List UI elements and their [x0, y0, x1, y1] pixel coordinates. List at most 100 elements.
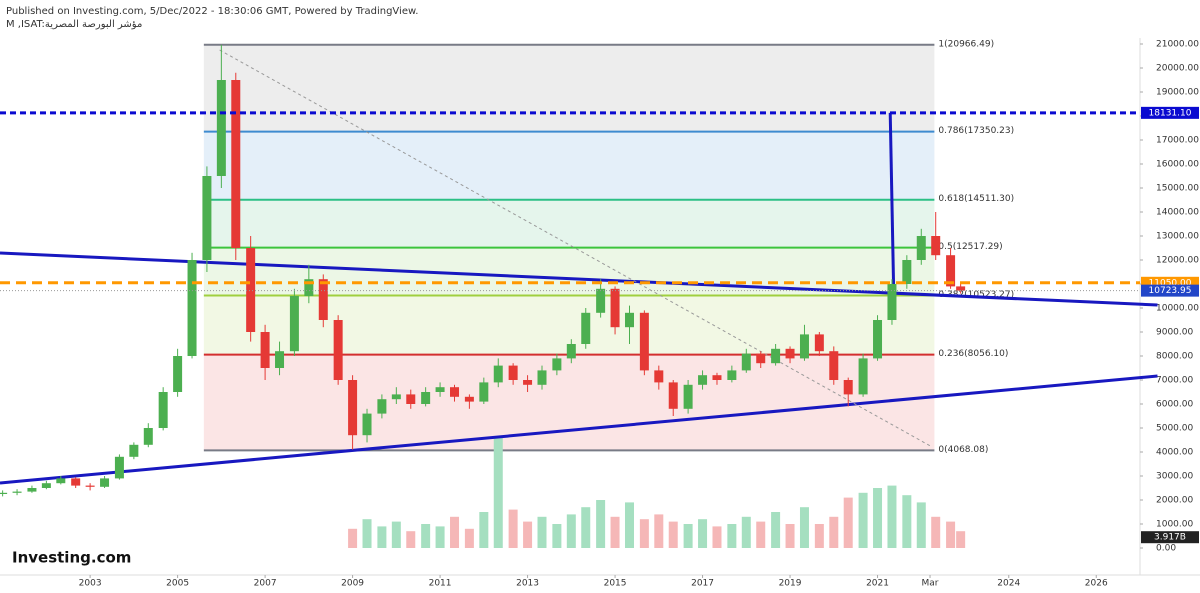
volume-label: 3.917B [1154, 533, 1186, 543]
volume-bar [741, 516, 751, 548]
price-label-box [1141, 106, 1199, 119]
candle-body [566, 344, 576, 359]
y-tick-label: 2000.00 [1156, 496, 1193, 506]
trendline [888, 112, 896, 294]
volume-bar [450, 516, 460, 548]
volume-bar [581, 507, 591, 548]
candle-body [173, 356, 183, 392]
x-tick-label: 2024 [997, 579, 1020, 589]
fib-band [203, 247, 935, 296]
fib-band [203, 354, 935, 451]
volume-bar [756, 521, 766, 548]
x-tick-label: 2015 [604, 579, 627, 589]
price-label: 11050.00 [1149, 278, 1192, 288]
x-tick-label: 2017 [691, 579, 714, 589]
candle-body [668, 382, 678, 409]
candle-body [654, 370, 664, 383]
y-tick-label: 12000.00 [1156, 256, 1199, 266]
candle-body [289, 296, 299, 352]
volume-bar [916, 502, 926, 548]
candle-body [275, 351, 285, 368]
header-subtitle: M ,ISAT:مؤشر البورصة المصرية [6, 19, 142, 30]
y-tick-label: 1000.00 [1156, 520, 1193, 530]
price-label-box [1141, 284, 1199, 297]
volume-bar [508, 509, 518, 548]
candle-body [639, 312, 649, 371]
candle-body [0, 492, 8, 494]
candle-body [493, 365, 503, 383]
volume-bar [566, 514, 576, 548]
candle-body [12, 491, 22, 493]
volume-bar [493, 437, 503, 548]
y-tick-label: 5000.00 [1156, 424, 1193, 434]
fib-label: 0.5(12517.29) [938, 242, 1002, 252]
candle-body [771, 348, 781, 364]
y-tick-label: 6000.00 [1156, 400, 1193, 410]
volume-bar [785, 524, 795, 548]
fib-label: 1(20966.49) [938, 39, 994, 49]
volume-bar [668, 521, 678, 548]
candle-body [727, 370, 737, 380]
trendline [0, 374, 1158, 485]
candle-body [624, 312, 634, 328]
fib-band [203, 199, 935, 248]
candle-body [946, 255, 956, 287]
candle-body [756, 353, 766, 364]
x-tick-label: Mar [922, 579, 939, 589]
volume-bar [523, 521, 533, 548]
volume-bar [956, 531, 966, 548]
volume-bar [771, 512, 781, 548]
fib-band [203, 44, 935, 132]
candle-body [843, 380, 853, 395]
candle-body [450, 387, 460, 397]
candle-body [537, 370, 547, 385]
x-tick-label: 2026 [1085, 579, 1108, 589]
candle-body [158, 392, 168, 428]
volume-bar [537, 516, 547, 548]
candle-body [814, 334, 824, 352]
candle-body [785, 348, 795, 359]
candle-body [464, 396, 474, 402]
volume-bar [727, 524, 737, 548]
price-label: 18131.10 [1149, 108, 1192, 118]
fib-label: 0.786(17350.23) [938, 126, 1014, 136]
volume-bar [829, 516, 839, 548]
candle-body [377, 399, 387, 414]
volume-bar [435, 526, 445, 548]
candle-body [508, 365, 518, 380]
volume-bar [843, 497, 853, 548]
x-tick-label: 2009 [341, 579, 364, 589]
candle-body [610, 288, 620, 328]
x-tick-label: 2019 [779, 579, 802, 589]
candle-body [421, 392, 431, 404]
candle-body [596, 288, 606, 313]
fib-band [203, 131, 935, 200]
trendline [219, 49, 933, 448]
candle-body [114, 456, 124, 479]
y-tick-label: 13000.00 [1156, 232, 1199, 242]
y-tick-label: 19000.00 [1156, 88, 1199, 98]
y-tick-label: 0.00 [1156, 544, 1176, 554]
y-tick-label: 21000.00 [1156, 40, 1199, 50]
candle-body [348, 380, 358, 436]
volume-bar [377, 526, 387, 548]
candle-body [406, 394, 416, 404]
y-tick-label: 17000.00 [1156, 136, 1199, 146]
candle-body [858, 358, 868, 395]
x-tick-label: 2003 [79, 579, 102, 589]
candle-body [41, 483, 51, 488]
candle-body [931, 236, 941, 256]
fib-label: 0.382(10523.27) [938, 290, 1014, 300]
price-label: 10723.95 [1149, 286, 1192, 296]
volume-bar [946, 521, 956, 548]
candle-body [333, 320, 343, 380]
candle-body [216, 80, 226, 176]
fib-label: 0.236(8056.10) [938, 349, 1008, 359]
volume-bar [421, 524, 431, 548]
candle-body [698, 375, 708, 385]
candle-body [683, 384, 693, 409]
candle-body [100, 478, 110, 487]
candle-body [391, 394, 401, 400]
volume-bar [931, 516, 941, 548]
